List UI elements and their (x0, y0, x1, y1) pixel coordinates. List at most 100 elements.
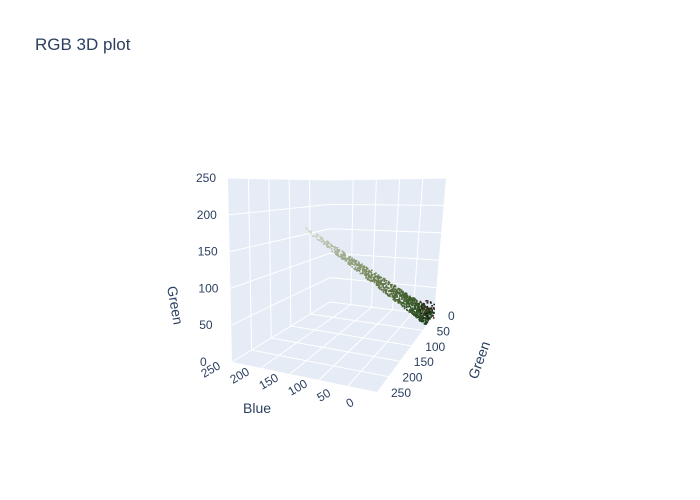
data-point[interactable] (365, 277, 367, 279)
data-point[interactable] (418, 309, 420, 312)
data-point[interactable] (374, 273, 376, 276)
data-point[interactable] (377, 284, 379, 286)
data-point[interactable] (316, 238, 319, 241)
data-point[interactable] (424, 319, 427, 321)
data-point[interactable] (349, 259, 352, 262)
data-point[interactable] (377, 274, 380, 276)
data-point[interactable] (426, 311, 429, 313)
data-point[interactable] (377, 278, 380, 280)
data-point[interactable] (400, 290, 403, 293)
data-point[interactable] (431, 315, 433, 317)
data-point[interactable] (392, 290, 394, 292)
data-point[interactable] (337, 255, 340, 257)
data-point[interactable] (395, 295, 398, 297)
data-point[interactable] (425, 308, 428, 310)
data-point[interactable] (419, 300, 422, 303)
data-point[interactable] (425, 311, 428, 314)
data-point[interactable] (433, 307, 435, 309)
data-point[interactable] (370, 279, 373, 282)
data-point[interactable] (384, 292, 387, 294)
data-point[interactable] (383, 283, 386, 285)
data-point[interactable] (344, 260, 347, 262)
data-point[interactable] (416, 307, 419, 309)
data-point[interactable] (367, 272, 370, 275)
data-point[interactable] (413, 304, 415, 306)
data-point[interactable] (422, 304, 425, 307)
data-point[interactable] (361, 268, 364, 271)
data-point[interactable] (422, 303, 424, 306)
data-point[interactable] (340, 253, 342, 256)
data-point[interactable] (427, 319, 429, 322)
data-point[interactable] (384, 283, 387, 285)
data-point[interactable] (375, 272, 377, 274)
data-point[interactable] (351, 263, 354, 265)
data-point[interactable] (396, 292, 399, 294)
data-point[interactable] (388, 295, 390, 297)
data-point[interactable] (374, 279, 376, 282)
data-point[interactable] (425, 300, 427, 302)
data-point[interactable] (410, 311, 412, 313)
data-point[interactable] (401, 305, 404, 308)
data-point[interactable] (378, 286, 381, 289)
data-point[interactable] (408, 297, 410, 299)
data-point[interactable] (416, 303, 418, 305)
data-point[interactable] (404, 297, 406, 300)
data-point[interactable] (340, 256, 343, 258)
data-point[interactable] (427, 316, 429, 319)
data-point[interactable] (355, 269, 358, 272)
data-point[interactable] (409, 295, 411, 298)
data-point[interactable] (358, 265, 361, 268)
data-point[interactable] (414, 302, 416, 305)
data-point[interactable] (338, 255, 341, 258)
data-point[interactable] (370, 272, 373, 274)
data-point[interactable] (341, 256, 344, 259)
data-point[interactable] (417, 311, 419, 313)
data-point[interactable] (354, 266, 357, 269)
data-point[interactable] (415, 302, 417, 305)
data-point[interactable] (385, 292, 388, 295)
data-point[interactable] (417, 306, 420, 309)
data-point[interactable] (338, 250, 340, 253)
data-point[interactable] (422, 316, 424, 318)
data-point[interactable] (352, 261, 355, 263)
data-point[interactable] (342, 258, 345, 260)
data-point[interactable] (312, 235, 314, 237)
data-point[interactable] (403, 299, 405, 301)
data-point[interactable] (402, 292, 404, 295)
data-point[interactable] (335, 250, 337, 252)
data-point[interactable] (394, 289, 396, 291)
data-point[interactable] (331, 245, 333, 247)
data-point[interactable] (394, 290, 396, 293)
data-point[interactable] (419, 314, 422, 317)
data-point[interactable] (387, 280, 390, 283)
data-point[interactable] (373, 281, 376, 284)
data-point[interactable] (408, 310, 410, 312)
data-point[interactable] (401, 304, 403, 307)
data-point[interactable] (351, 262, 353, 264)
data-point[interactable] (433, 303, 435, 306)
data-point[interactable] (325, 243, 328, 245)
data-point[interactable] (335, 251, 337, 254)
data-point[interactable] (338, 249, 341, 251)
data-point[interactable] (398, 299, 401, 302)
data-point[interactable] (422, 313, 424, 315)
data-point[interactable] (412, 302, 414, 305)
data-point[interactable] (367, 270, 370, 272)
data-point[interactable] (310, 232, 312, 235)
data-point[interactable] (403, 304, 405, 307)
data-point[interactable] (373, 279, 375, 282)
data-point[interactable] (376, 279, 378, 282)
data-point[interactable] (354, 268, 357, 271)
data-point[interactable] (405, 300, 407, 302)
data-point[interactable] (387, 287, 389, 289)
data-point[interactable] (420, 318, 422, 320)
data-point[interactable] (411, 308, 413, 311)
data-point[interactable] (417, 304, 420, 306)
data-point[interactable] (420, 304, 423, 306)
data-point[interactable] (425, 309, 428, 312)
data-point[interactable] (348, 258, 350, 260)
data-point[interactable] (407, 306, 409, 308)
data-point[interactable] (366, 267, 369, 269)
data-point[interactable] (349, 262, 352, 265)
data-point[interactable] (361, 263, 363, 266)
